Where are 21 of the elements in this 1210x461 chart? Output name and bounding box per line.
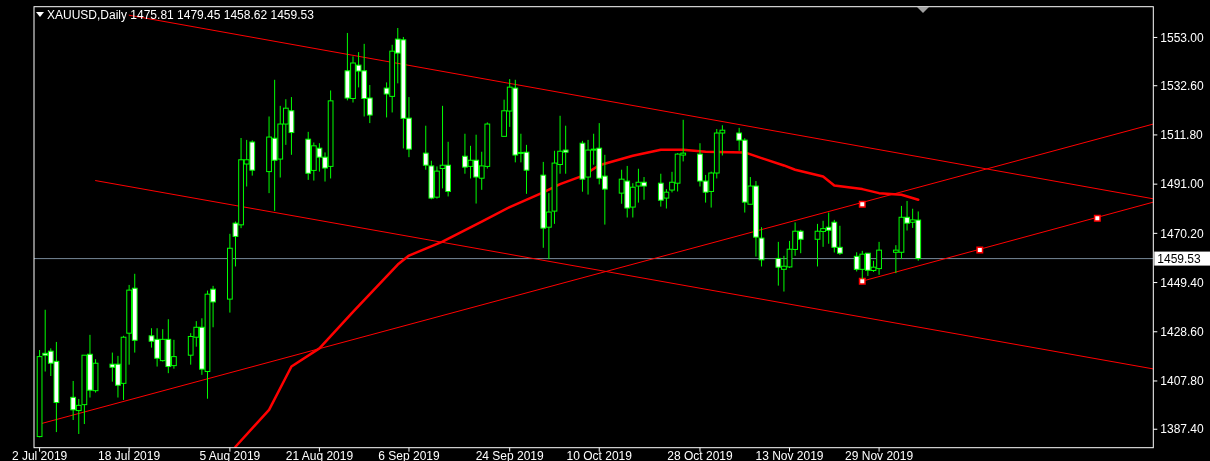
y-tick-label: 1387.40 bbox=[1160, 422, 1204, 437]
y-tick-label: 1511.80 bbox=[1160, 128, 1204, 143]
ref-line-label: 1459.53 bbox=[1157, 251, 1201, 266]
y-tick-label: 1449.40 bbox=[1160, 275, 1204, 290]
y-tick-label: 1553.00 bbox=[1160, 30, 1204, 45]
y-tick-label: 1407.80 bbox=[1160, 374, 1204, 389]
point bbox=[858, 277, 866, 285]
point bbox=[976, 246, 984, 254]
y-tick-label: 1532.60 bbox=[1160, 78, 1204, 93]
x-tick-label: 28 Oct 2019 bbox=[667, 448, 733, 461]
point bbox=[1093, 214, 1101, 222]
y-tick-label: 1470.20 bbox=[1160, 226, 1204, 241]
x-tick-label: 18 Jul 2019 bbox=[98, 448, 161, 461]
y-tick-label: 1491.00 bbox=[1160, 177, 1204, 192]
point bbox=[858, 200, 866, 208]
x-tick-label: 29 Nov 2019 bbox=[845, 448, 914, 461]
x-tick-label: 2 Jul 2019 bbox=[11, 448, 68, 461]
x-tick-label: 10 Oct 2019 bbox=[566, 448, 633, 461]
chart-title: XAUUSD,Daily 1475.81 1479.45 1458.62 1459.53 bbox=[47, 8, 315, 22]
x-tick-label: 13 Nov 2019 bbox=[755, 448, 824, 461]
y-tick-label: 1428.60 bbox=[1160, 324, 1204, 339]
